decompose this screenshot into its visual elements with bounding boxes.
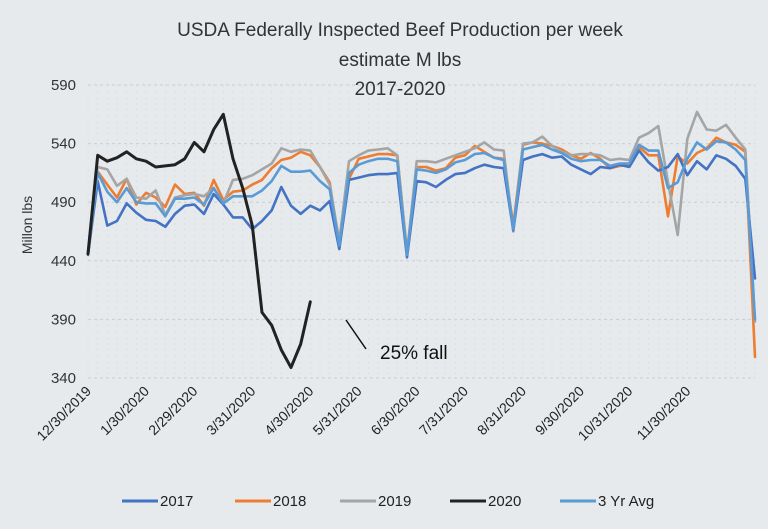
series-line-2020 [86, 112, 312, 369]
x-tick-label: 5/31/2020 [309, 383, 365, 439]
legend-label: 2020 [488, 493, 521, 510]
series-line-3-yr-avg [86, 140, 757, 321]
y-tick-label: 590 [51, 77, 76, 94]
x-tick-label: 3/31/2020 [203, 383, 259, 439]
x-tick-label: 1/30/2020 [97, 383, 153, 439]
grid [87, 84, 756, 379]
x-tick-label: 12/30/2019 [33, 383, 94, 444]
y-tick-label: 390 [51, 311, 76, 328]
series-line-2017 [86, 149, 757, 280]
legend-label: 2018 [273, 493, 306, 510]
y-tick-label: 540 [51, 136, 76, 153]
x-tick-label: 8/31/2020 [474, 383, 530, 439]
title-line-1: USDA Federally Inspected Beef Production… [177, 20, 623, 41]
legend-label: 3 Yr Avg [598, 493, 654, 510]
x-tick-label: 4/30/2020 [261, 383, 317, 439]
x-tick-label: 2/29/2020 [145, 383, 201, 439]
legend: 2017 2018 2019 2020 3 Yr Avg [122, 493, 654, 510]
annotation-arrow [345, 319, 367, 350]
series-line-2019 [86, 110, 757, 324]
chart-title: USDA Federally Inspected Beef Production… [177, 20, 623, 100]
annotation-text: 25% fall [380, 343, 448, 364]
y-axis-ticks: 340 390 440 490 540 590 [51, 77, 76, 387]
title-line-3: 2017-2020 [355, 79, 446, 100]
y-axis-label: Millon lbs [19, 196, 35, 254]
y-tick-label: 490 [51, 194, 76, 211]
legend-label: 2019 [378, 493, 411, 510]
series-lines [86, 110, 757, 369]
series-line-2018 [86, 136, 757, 359]
x-tick-label: 6/30/2020 [367, 383, 423, 439]
legend-label: 2017 [160, 493, 193, 510]
title-line-2: estimate M lbs [339, 50, 461, 71]
y-tick-label: 340 [51, 370, 76, 387]
annotation: 25% fall [345, 319, 448, 364]
x-tick-label: 11/30/2020 [633, 383, 693, 443]
y-tick-label: 440 [51, 253, 76, 270]
x-tick-label: 7/31/2020 [416, 383, 472, 439]
